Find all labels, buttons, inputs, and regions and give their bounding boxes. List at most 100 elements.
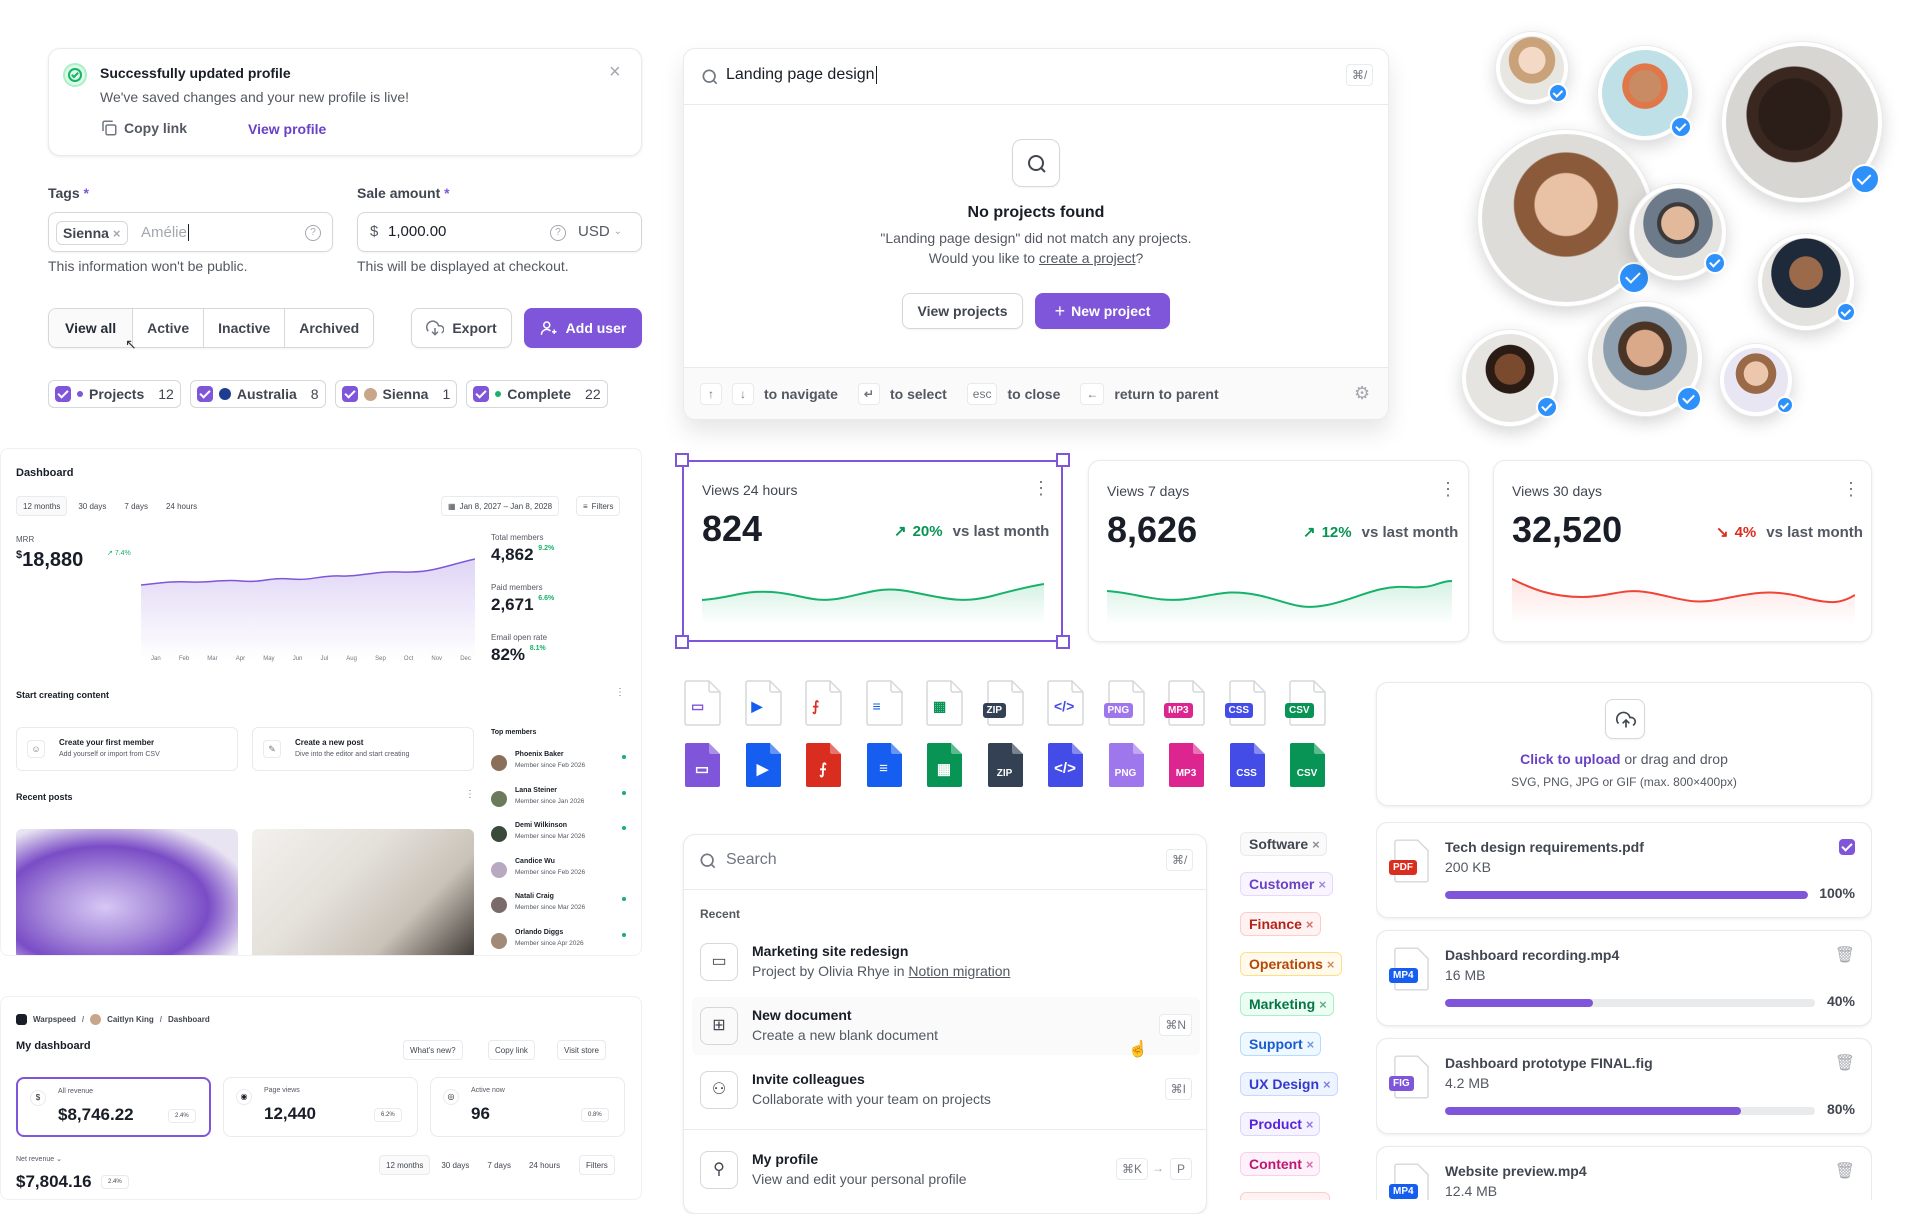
more-vertical-icon[interactable]: ⋮ (1842, 479, 1860, 499)
currency-select[interactable]: USD ⌄ (578, 223, 622, 240)
range-tab[interactable]: 12 months (16, 496, 68, 516)
arrow-down-icon: ↓ (732, 383, 754, 405)
visit-store-button[interactable]: Visit store (557, 1040, 606, 1060)
resize-handle[interactable] (675, 453, 689, 467)
tag-label: Marketing (1249, 996, 1316, 1012)
metric-card[interactable]: Views 24 hours ⋮ 824 ↗ 20% vs last month (686, 464, 1059, 638)
project-link[interactable]: Notion migration (908, 963, 1011, 979)
remove-tag-icon[interactable]: × (1323, 1076, 1331, 1092)
filter-chip[interactable]: Projects 12 (48, 380, 181, 408)
tab-inactive[interactable]: Inactive (204, 309, 286, 347)
range-tab[interactable]: 24 hours (528, 1160, 561, 1170)
tab-view-all[interactable]: View all (49, 309, 134, 347)
member-row[interactable]: Natali Craig Member since Mar 2026 (491, 893, 626, 929)
view-profile-link[interactable]: View profile (248, 121, 327, 137)
range-tab[interactable]: 30 days (78, 501, 107, 511)
tab-archived[interactable]: Archived (299, 320, 360, 336)
search-result-item[interactable]: ⚇ Invite colleagues Collaborate with your … (692, 1061, 1200, 1119)
resize-handle[interactable] (1056, 453, 1070, 467)
resize-handle[interactable] (675, 635, 689, 649)
filter-chip[interactable]: Sienna 1 (334, 380, 458, 408)
more-vertical-icon[interactable]: ⋮ (1032, 478, 1050, 498)
trash-icon[interactable]: 🗑 (1834, 1055, 1855, 1072)
post-thumbnail[interactable] (16, 829, 238, 955)
tab-active[interactable]: Active (133, 309, 205, 347)
help-circle-icon[interactable]: ? (550, 225, 566, 241)
checkbox[interactable] (55, 386, 71, 402)
copy-link-button[interactable]: Copy link (488, 1040, 535, 1060)
view-projects-button[interactable]: View projects (902, 293, 1023, 329)
date-range-button[interactable]: ▦ Jan 8, 2027 – Jan 8, 2028 (441, 496, 560, 516)
search-result-item[interactable]: ⊞ New document Create a new blank document… (692, 997, 1200, 1055)
task-title: Create your first member (59, 738, 155, 747)
task-card[interactable]: ☺ Create your first member Add yourself … (16, 727, 238, 771)
new-project-button[interactable]: + New project (1035, 293, 1170, 329)
metric-card[interactable]: Views 30 days ⋮ 32,520 ↘ 4% vs last month (1493, 460, 1872, 642)
checkbox[interactable] (473, 386, 490, 402)
tag-label: Content (1249, 1156, 1302, 1172)
breadcrumb-item[interactable]: Dashboard (167, 1015, 210, 1024)
remove-tag-icon[interactable]: × (1305, 1116, 1314, 1132)
filter-chip[interactable]: Australia 8 (189, 380, 326, 408)
member-row[interactable]: Demi Wilkinson Member since Mar 2026 (491, 822, 626, 858)
more-vertical-icon[interactable]: ⋮ (1439, 479, 1457, 499)
add-user-button[interactable]: Add user (524, 308, 642, 348)
resize-handle[interactable] (1056, 635, 1070, 649)
trash-icon[interactable]: 🗑 (1834, 1163, 1855, 1180)
file-upload-dropzone[interactable]: Click to upload or drag and drop SVG, PN… (1376, 682, 1872, 806)
kpi-card[interactable]: Page views 12,440 6.2% ◉ (223, 1077, 418, 1137)
trash-icon[interactable]: 🗑 (1834, 947, 1855, 964)
remove-tag-icon[interactable]: × (1312, 836, 1320, 852)
search-result-item[interactable]: ▭ Marketing site redesign Project by Olivi… (692, 933, 1200, 991)
sale-amount-input[interactable]: $ 1,000.00 ? USD ⌄ (357, 212, 642, 252)
command-search-input[interactable]: Landing page design (726, 66, 877, 84)
range-tab[interactable]: 7 days (487, 1160, 511, 1170)
search-input[interactable]: Search (726, 851, 777, 868)
task-card[interactable]: ✎ Create a new post Dive into the editor… (252, 727, 474, 771)
range-tab[interactable]: 12 months (379, 1155, 431, 1175)
remove-tag-icon[interactable]: × (1305, 916, 1314, 932)
copy-link-button[interactable]: Copy link (100, 119, 187, 137)
more-icon[interactable]: ⋮ (615, 687, 625, 698)
post-thumbnail[interactable] (252, 829, 474, 955)
range-tab[interactable]: 24 hours (165, 501, 198, 511)
video-file-icon: ▶ (744, 680, 782, 726)
member-row[interactable]: Phoenix Baker Member since Feb 2026 (491, 751, 626, 787)
checkbox[interactable] (1839, 839, 1855, 855)
file-name: Dashboard recording.mp4 (1445, 947, 1620, 963)
click-to-upload-link[interactable]: Click to upload (1520, 751, 1621, 767)
upload-item: FIG Dashboard prototype FINAL.fig 4.2 MB 80… (1376, 1038, 1872, 1134)
remove-tag-icon[interactable]: × (1305, 1156, 1314, 1172)
breadcrumb-item[interactable]: Caitlyn King (107, 1015, 154, 1024)
remove-tag-icon[interactable]: × (1318, 876, 1326, 892)
close-icon[interactable]: × (609, 61, 621, 83)
breadcrumb-item[interactable]: Warpspeed (33, 1015, 76, 1024)
checkbox[interactable] (196, 386, 213, 402)
more-icon[interactable]: ⋮ (465, 789, 475, 800)
metric-value: 32,520 (1512, 509, 1623, 550)
sale-amount-value: 1,000.00 (388, 223, 447, 240)
kpi-card[interactable]: All revenue $8,746.22 2.4% $ (16, 1077, 211, 1137)
settings-icon[interactable]: ⚙ (1354, 383, 1371, 403)
remove-tag-icon[interactable]: × (1326, 956, 1335, 972)
filter-chip[interactable]: Complete 22 (466, 380, 608, 408)
range-tab[interactable]: 7 days (124, 501, 148, 511)
filters-button[interactable]: ≡ Filters (576, 496, 621, 516)
whats-new-button[interactable]: What's new? (403, 1040, 463, 1060)
remove-tag-icon[interactable]: × (1319, 996, 1327, 1012)
member-row[interactable]: Candice Wu Member since Feb 2026 (491, 858, 626, 894)
remove-tag-icon[interactable]: × (1306, 1036, 1315, 1052)
export-button[interactable]: Export (411, 308, 512, 348)
remove-tag-icon[interactable]: × (112, 225, 121, 241)
kpi-card[interactable]: Active now 96 0.8% ◎ (430, 1077, 625, 1137)
checkbox[interactable] (341, 386, 358, 402)
member-row[interactable]: Lana Steiner Member since Jan 2026 (491, 787, 626, 823)
filters-button[interactable]: Filters (579, 1155, 615, 1175)
metric-card[interactable]: Views 7 days ⋮ 8,626 ↗ 12% vs last month (1088, 460, 1469, 642)
member-row[interactable]: Orlando Diggs Member since Apr 2026 (491, 929, 626, 956)
search-result-item[interactable]: ⚲ My profile View and edit your personal p… (692, 1141, 1200, 1199)
create-project-link[interactable]: create a project (1038, 250, 1136, 266)
help-circle-icon[interactable]: ? (305, 225, 321, 241)
tags-input[interactable]: Sienna × Amélie ? (48, 212, 333, 252)
range-tab[interactable]: 30 days (441, 1160, 470, 1170)
